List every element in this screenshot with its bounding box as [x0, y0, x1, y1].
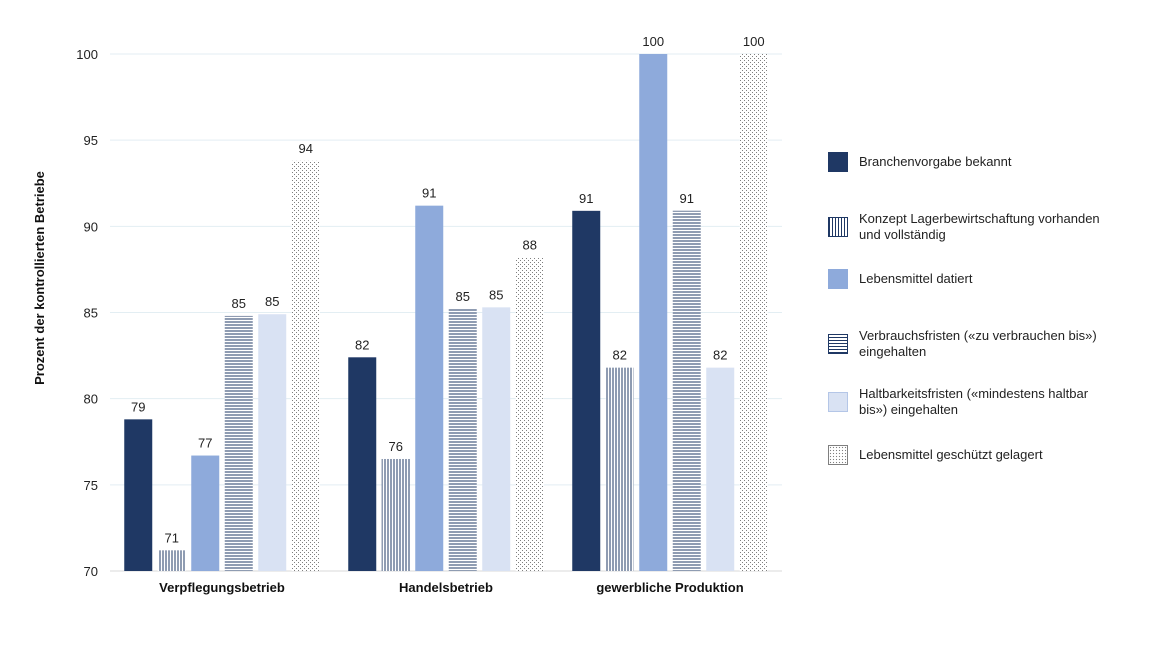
data-label: 100 [743, 34, 765, 49]
y-tick-label: 100 [76, 47, 98, 62]
legend-item: Lebensmittel datiert [828, 269, 1109, 290]
legend-item: Verbrauchsfristen («zu verbrauchen bis»)… [828, 328, 1109, 360]
bar [157, 550, 186, 571]
y-tick-label: 85 [84, 306, 98, 321]
legend-label: Haltbarkeitsfristen («mindestens haltbar… [859, 386, 1089, 418]
data-label: 100 [642, 34, 664, 49]
bars [124, 54, 768, 572]
legend-swatch [828, 392, 848, 413]
data-label: 82 [613, 348, 627, 363]
y-tick-label: 80 [84, 392, 98, 407]
bar [605, 367, 634, 571]
legend-label: Lebensmittel datiert [859, 271, 973, 287]
x-category-label: Verpflegungsbetrieb [159, 580, 285, 595]
bar [291, 160, 320, 571]
data-label: 71 [165, 530, 179, 545]
legend-item: Haltbarkeitsfristen («mindestens haltbar… [828, 386, 1109, 418]
bar [381, 458, 410, 571]
data-label: 82 [713, 348, 727, 363]
data-label: 91 [422, 186, 436, 201]
data-label: 85 [489, 287, 503, 302]
bar [639, 54, 668, 571]
bar [191, 455, 220, 571]
bar [572, 210, 601, 571]
legend-label: Lebensmittel geschützt gelagert [859, 447, 1043, 462]
bar [258, 314, 287, 571]
y-tick-label: 70 [84, 564, 98, 579]
data-label: 79 [131, 399, 145, 414]
bar [415, 205, 444, 572]
y-axis-ticks: 70 75 80 85 90 95 100 [76, 47, 98, 579]
data-label: 94 [299, 141, 313, 156]
data-label: 76 [389, 439, 403, 454]
legend-label: Branchenvorgabe bekannt [859, 154, 1012, 169]
legend-item: Lebensmittel geschützt gelagert [828, 445, 1109, 465]
legend-label: Konzept Lagerbewirtschaftung vorhanden u… [859, 210, 1100, 242]
bar [739, 54, 768, 571]
y-tick-label: 95 [84, 133, 98, 148]
bar [515, 257, 544, 571]
legend-item: Konzept Lagerbewirtschaftung vorhanden u… [828, 211, 1109, 243]
legend-swatch [828, 269, 848, 290]
gridlines [110, 53, 782, 572]
legend-item: Branchenvorgabe bekannt [828, 152, 1109, 172]
bar [672, 210, 701, 571]
bar [348, 357, 377, 571]
bar [224, 315, 253, 571]
bar [482, 307, 511, 571]
data-label: 91 [680, 191, 694, 206]
legend-label: Verbrauchsfristen («zu verbrauchen bis»)… [859, 327, 1097, 359]
data-label: 85 [456, 289, 470, 304]
data-label: 91 [579, 191, 593, 206]
y-axis-title: Prozent der kontrollierten Betriebe [32, 171, 47, 385]
x-category-label: gewerbliche Produktion [596, 580, 743, 595]
y-tick-label: 90 [84, 219, 98, 234]
legend-swatch [828, 152, 848, 172]
data-label: 85 [232, 296, 246, 311]
bar [124, 419, 153, 571]
legend-swatch [828, 216, 848, 237]
data-label: 82 [355, 337, 369, 352]
data-label: 88 [523, 237, 537, 252]
data-label: 77 [198, 436, 212, 451]
x-axis-categories: Verpflegungsbetrieb Handelsbetrieb gewerbl… [159, 580, 744, 595]
legend-swatch [828, 333, 848, 354]
data-labels: 79 71 77 85 85 94 82 76 91 85 85 88 91 82 100 91 82 100 [131, 34, 765, 545]
bar [448, 309, 477, 571]
legend-swatch [828, 445, 848, 465]
y-tick-label: 75 [84, 478, 98, 493]
bar [706, 367, 735, 571]
data-label: 85 [265, 294, 279, 309]
x-category-label: Handelsbetrieb [399, 580, 493, 595]
